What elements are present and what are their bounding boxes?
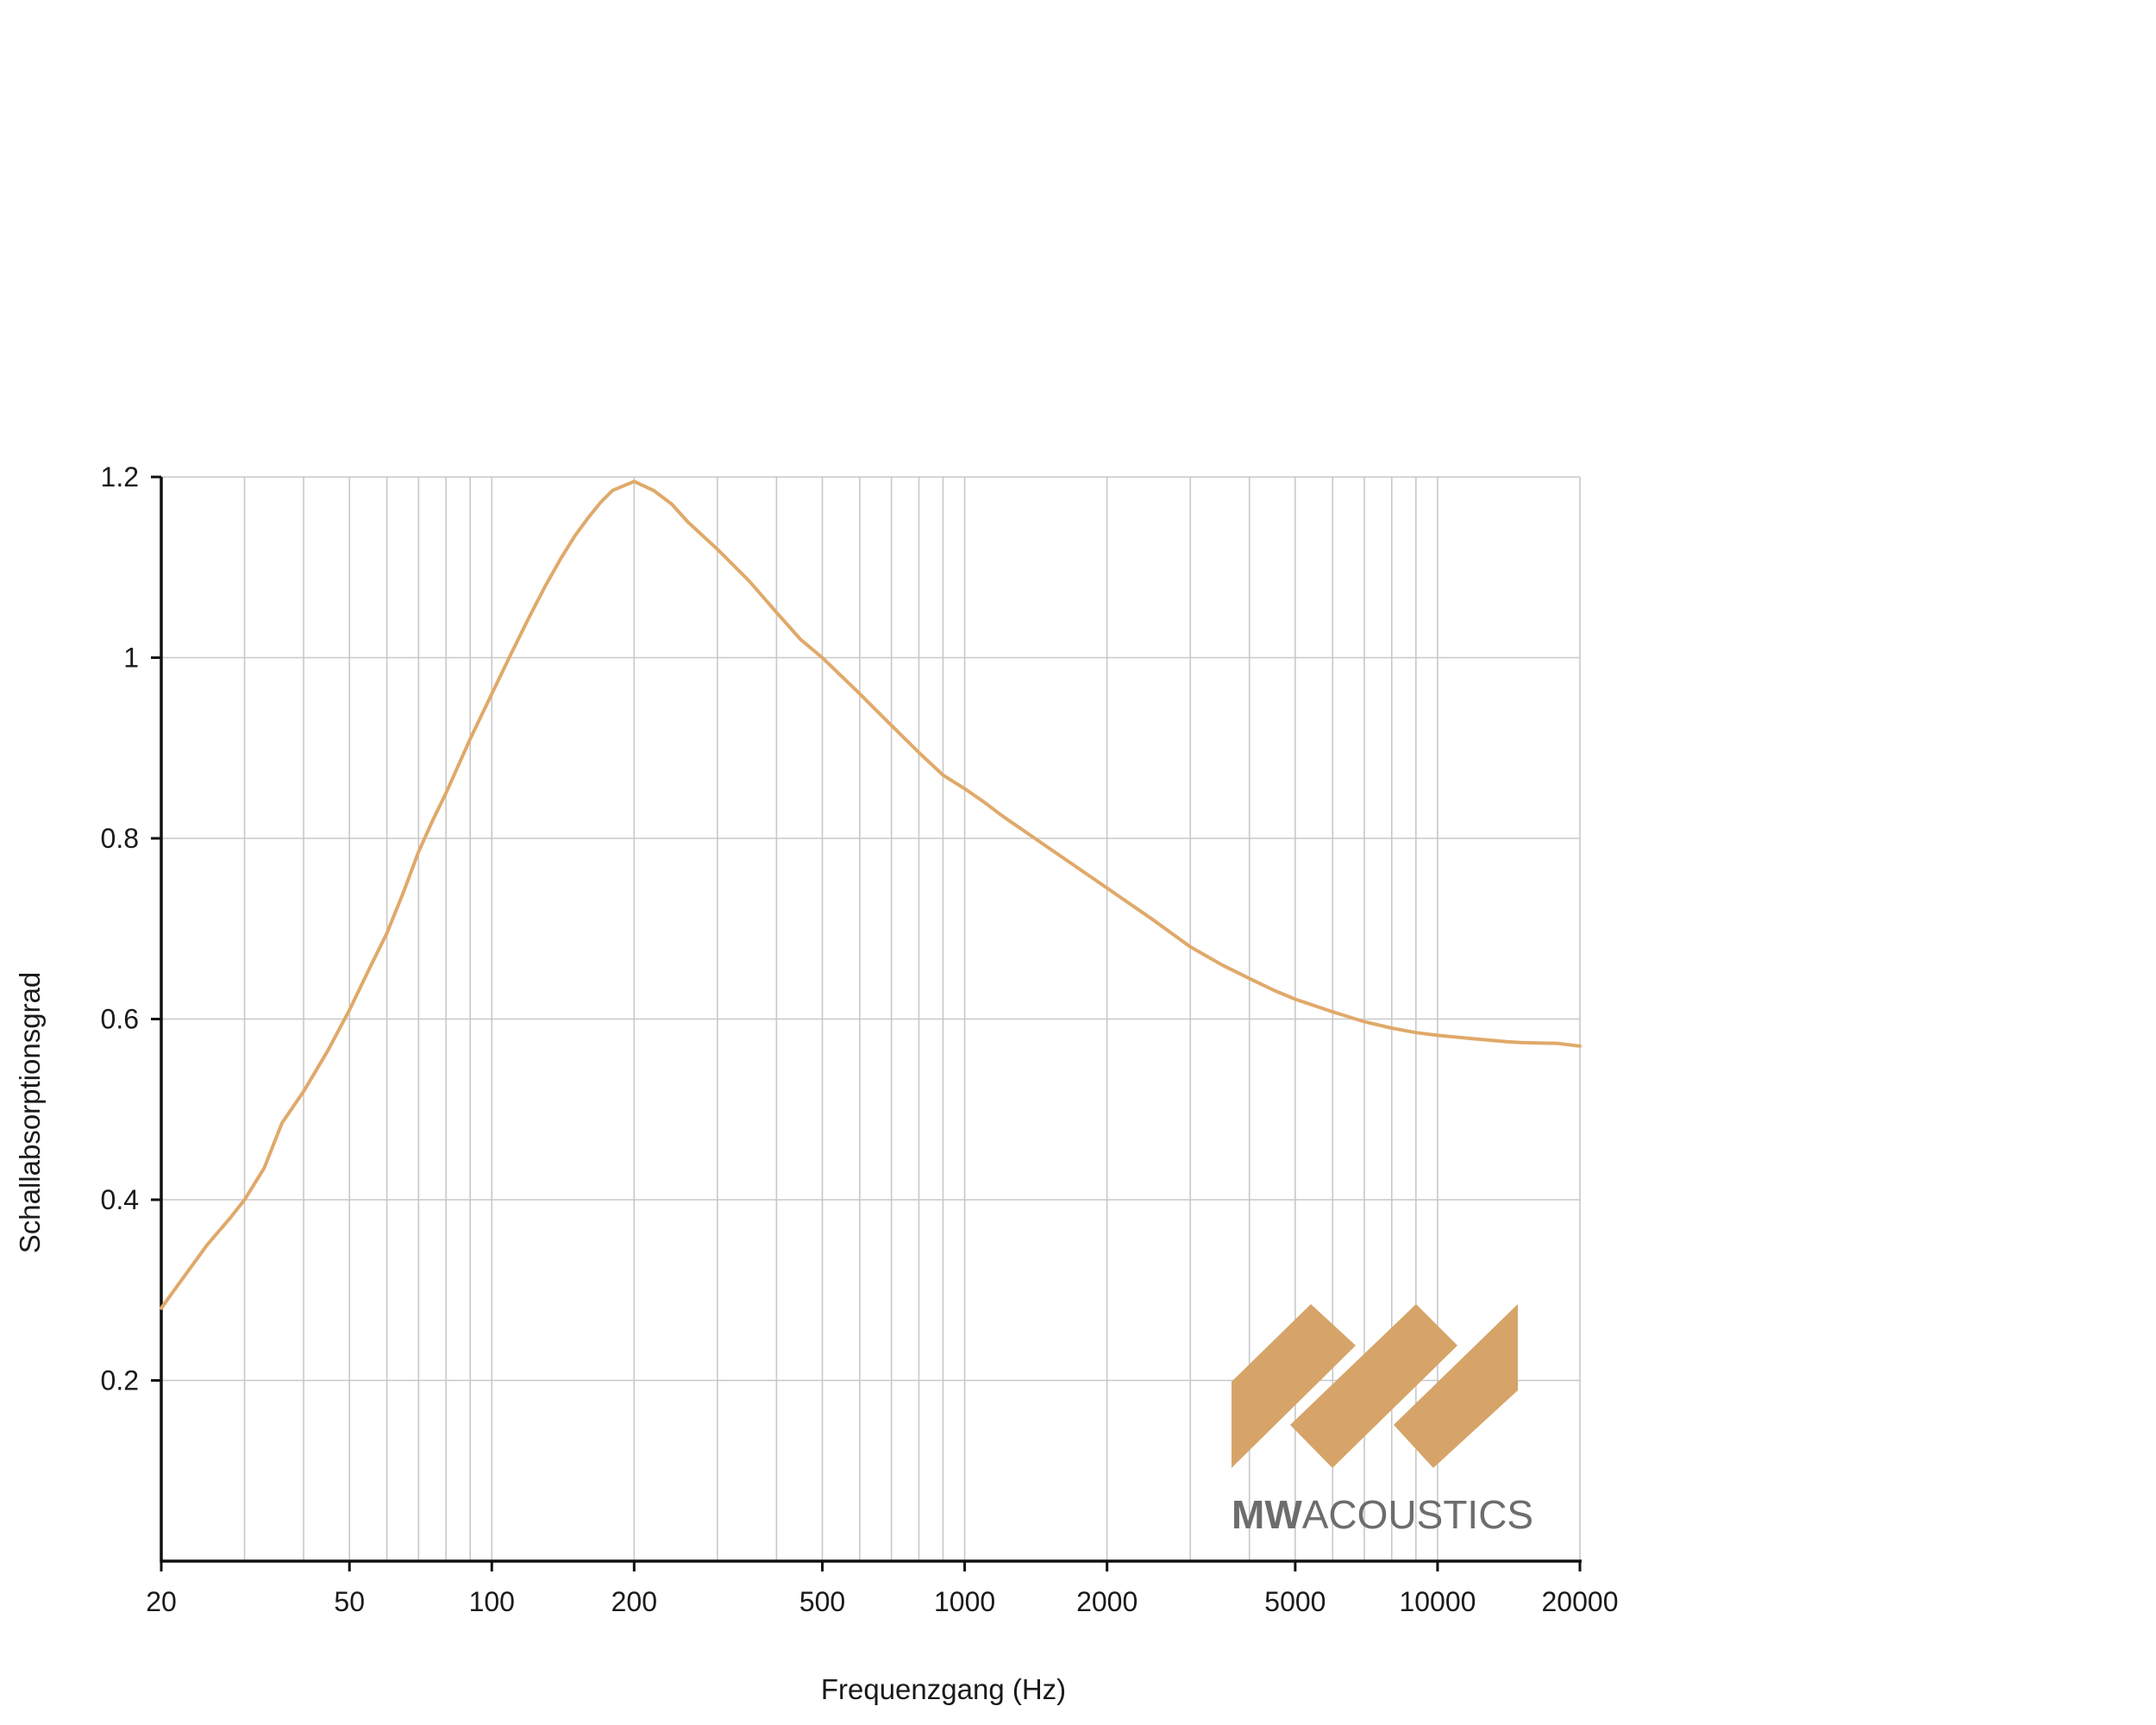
logo-wordmark: MWACOUSTICS: [1232, 1492, 1533, 1537]
x-tick-label: 20: [146, 1586, 177, 1617]
y-tick-label: 0.4: [101, 1184, 139, 1215]
y-tick-label: 1: [123, 643, 139, 674]
x-tick-label: 500: [799, 1586, 845, 1617]
x-tick-label: 1000: [934, 1586, 995, 1617]
x-tick-label: 50: [334, 1586, 365, 1617]
axes: [151, 475, 1582, 1571]
series: [160, 480, 1582, 1310]
logo-shape-3: [1394, 1304, 1518, 1468]
y-tick-label: 1.2: [101, 461, 139, 492]
x-axis-title: Frequenzgang (Hz): [821, 1673, 1066, 1705]
mw-acoustics-logo: MWACOUSTICS: [1232, 1304, 1533, 1537]
x-tick-label: 20000: [1542, 1586, 1619, 1617]
logo-text-light: ACOUSTICS: [1302, 1492, 1533, 1537]
y-tick-label: 0.2: [101, 1365, 139, 1396]
y-tick-label: 0.6: [101, 1004, 139, 1035]
x-tick-label: 2000: [1076, 1586, 1138, 1617]
y-axis-title: Schallabsorptionsgrad: [14, 972, 46, 1254]
x-tick-label: 200: [611, 1586, 657, 1617]
logo-shape-2: [1290, 1304, 1457, 1468]
y-tick-label: 0.8: [101, 823, 139, 854]
tick-labels: 0.2 0.4 0.6 0.8 1 1.2 20 50 100 200 500 1000 2000 500…: [101, 461, 1619, 1617]
logo-text-bold: MW: [1232, 1492, 1302, 1537]
series-line: [160, 480, 1582, 1310]
x-tick-label: 5000: [1264, 1586, 1326, 1617]
x-tick-label: 10000: [1399, 1586, 1476, 1617]
x-tick-label: 100: [469, 1586, 515, 1617]
logo-shape-1: [1232, 1304, 1356, 1468]
